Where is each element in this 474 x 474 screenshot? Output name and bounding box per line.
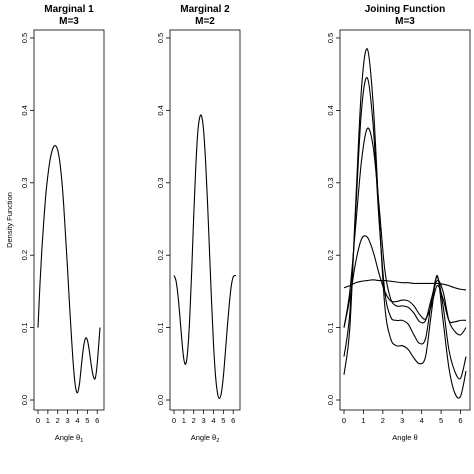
- density-curve-1: [37, 145, 101, 394]
- x-axis-label: Angle θ1: [55, 433, 84, 444]
- density-curve-2: [343, 235, 467, 328]
- x-tick-label: 0: [342, 416, 346, 425]
- y-tick-label: 0.4: [156, 105, 165, 115]
- x-tick-label: 0: [36, 416, 40, 425]
- y-tick-label: 0.1: [20, 322, 29, 332]
- density-curve-1: [173, 114, 237, 400]
- panel-subtitle: M=3: [395, 16, 415, 27]
- y-tick-label: 0.2: [20, 250, 29, 260]
- y-tick-label: 0.2: [156, 250, 165, 260]
- x-tick-label: 1: [46, 416, 50, 425]
- density-curve-1: [343, 279, 467, 291]
- x-tick-label: 6: [95, 416, 99, 425]
- density-curve-5: [343, 48, 467, 399]
- y-tick-label: 0.1: [326, 322, 335, 332]
- x-axis-label: Angle θ2: [191, 433, 220, 444]
- x-tick-label: 2: [56, 416, 60, 425]
- y-tick-label: 0.3: [20, 178, 29, 188]
- x-tick-label: 5: [85, 416, 89, 425]
- x-tick-label: 5: [439, 416, 443, 425]
- panel-2: Marginal 2M=2 0 1 2 3 4 5 6 0.0 0.1 0.2 0.3 0.4 0.5 An…: [156, 4, 241, 444]
- y-tick-label: 0.2: [326, 250, 335, 260]
- x-tick-label: 4: [211, 416, 215, 425]
- panel-subtitle: M=3: [59, 16, 79, 27]
- panel-1: Marginal 1M=3 0 1 2 3 4 5 6 0.0 0.1 0.2 0.3 0.4 0.5 An…: [5, 4, 105, 444]
- y-tick-label: 0.5: [156, 33, 165, 43]
- panel-title: Marginal 2: [180, 4, 230, 15]
- plot-frame: [33, 29, 105, 411]
- plot-frame: [339, 29, 471, 411]
- x-tick-label: 4: [75, 416, 79, 425]
- x-axis-label: Angle θ: [392, 433, 417, 442]
- density-curve-4: [343, 77, 467, 380]
- x-tick-label: 6: [231, 416, 235, 425]
- x-tick-label: 3: [202, 416, 206, 425]
- y-tick-label: 0.1: [156, 322, 165, 332]
- y-tick-label: 0.0: [326, 395, 335, 405]
- x-tick-label: 4: [420, 416, 424, 425]
- x-tick-label: 5: [221, 416, 225, 425]
- y-tick-label: 0.0: [156, 395, 165, 405]
- y-tick-label: 0.5: [20, 33, 29, 43]
- x-tick-label: 2: [192, 416, 196, 425]
- panel-title: Marginal 1: [44, 4, 94, 15]
- plot-frame: [169, 29, 241, 411]
- y-axis-label: Density Function: [5, 192, 14, 248]
- x-tick-label: 6: [458, 416, 462, 425]
- y-tick-label: 0.0: [20, 395, 29, 405]
- x-tick-label: 1: [182, 416, 186, 425]
- x-tick-label: 3: [66, 416, 70, 425]
- density-curve-3: [343, 127, 467, 336]
- panel-subtitle: M=2: [195, 16, 215, 27]
- y-tick-label: 0.5: [326, 33, 335, 43]
- x-tick-label: 2: [381, 416, 385, 425]
- x-tick-label: 0: [172, 416, 176, 425]
- panel-title: Joining Function: [365, 4, 446, 15]
- x-tick-label: 1: [361, 416, 365, 425]
- y-tick-label: 0.4: [326, 105, 335, 115]
- y-tick-label: 0.3: [156, 178, 165, 188]
- y-tick-label: 0.4: [20, 105, 29, 115]
- y-tick-label: 0.3: [326, 178, 335, 188]
- x-tick-label: 3: [400, 416, 404, 425]
